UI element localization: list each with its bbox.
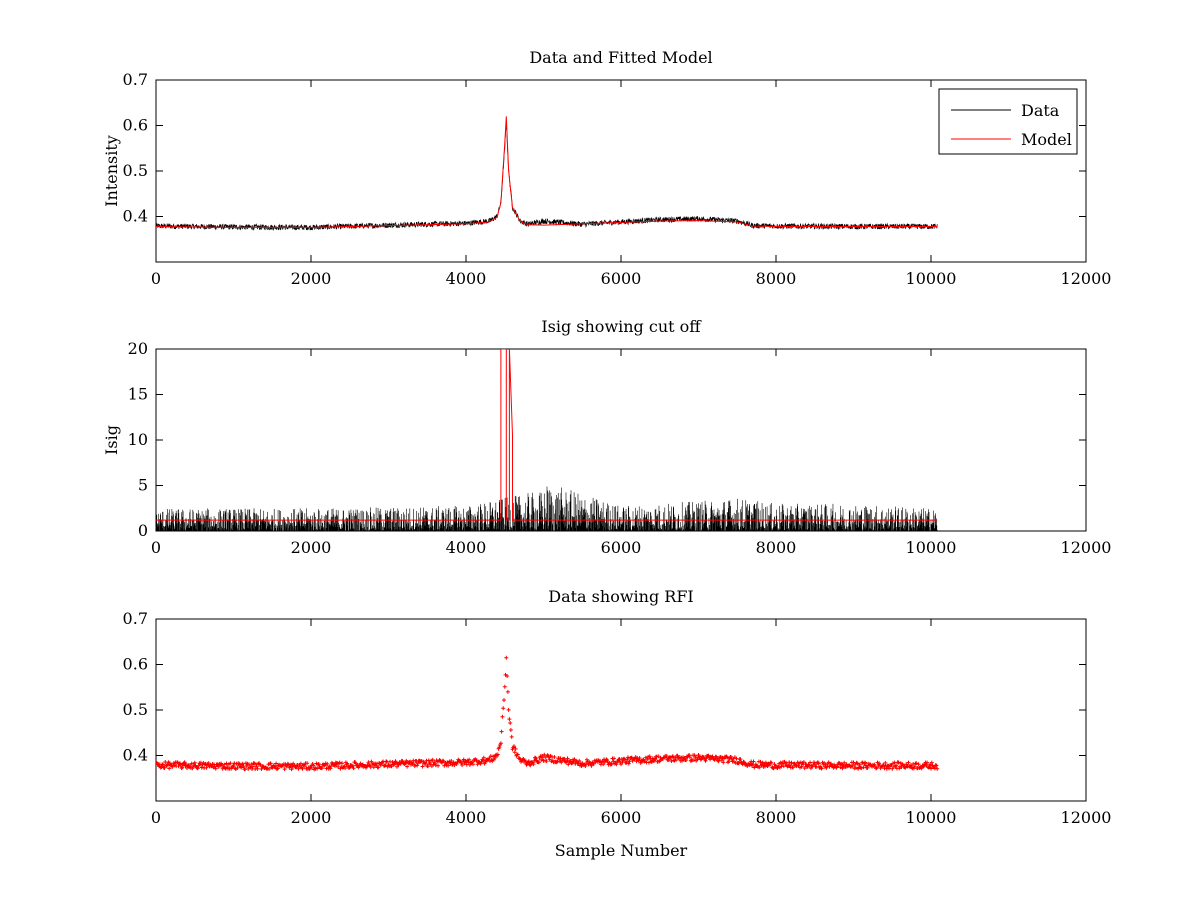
series-isig-spikes <box>156 486 938 531</box>
series-data-line <box>156 123 938 232</box>
series-model-line <box>156 116 938 228</box>
y-tick-label: 0.5 <box>123 700 148 719</box>
plot-area <box>156 116 938 232</box>
x-tick-label: 4000 <box>446 269 487 288</box>
chart-title: Data showing RFI <box>548 587 693 606</box>
x-tick-label: 10000 <box>906 538 957 557</box>
x-tick-label: 10000 <box>906 269 957 288</box>
x-tick-label: 0 <box>151 269 161 288</box>
y-tick-label: 0.6 <box>123 655 148 674</box>
plot-area <box>156 655 940 772</box>
series-rfi-points <box>156 655 940 772</box>
panel-2: 0 2000 4000 6000 8000 10000 12000 0 5 10 15 20 Isig … <box>102 317 1111 557</box>
legend: Data Model <box>938 88 1078 155</box>
y-tick-label: 0.4 <box>123 207 148 226</box>
legend-label-data: Data <box>1021 101 1060 120</box>
x-tick-label: 6000 <box>601 269 642 288</box>
x-tick-label: 4000 <box>446 808 487 827</box>
panel-1: 0 2000 4000 6000 8000 10000 12000 0.4 0.5 0.6 0.7 D… <box>102 48 1111 288</box>
y-tick-label: 0.5 <box>123 161 148 180</box>
y-axis-label: Intensity <box>102 135 121 207</box>
y-tick-label: 0.4 <box>123 746 148 765</box>
series-cutoff-line <box>156 349 938 521</box>
x-tick-label: 8000 <box>756 808 797 827</box>
y-tick-label: 0.6 <box>123 116 148 135</box>
x-tick-label: 2000 <box>291 538 332 557</box>
axes-box <box>155 618 1087 802</box>
y-tick-label: 0 <box>138 521 148 540</box>
axes-box <box>155 348 1087 532</box>
chart-title: Isig showing cut off <box>541 317 702 336</box>
x-tick-label: 0 <box>151 808 161 827</box>
x-tick-label: 2000 <box>291 808 332 827</box>
legend-label-model: Model <box>1021 130 1072 149</box>
x-tick-label: 10000 <box>906 808 957 827</box>
x-tick-label: 12000 <box>1061 808 1112 827</box>
x-tick-label: 6000 <box>601 808 642 827</box>
y-tick-label: 0.7 <box>123 70 148 89</box>
x-tick-label: 4000 <box>446 538 487 557</box>
y-tick-label: 20 <box>128 339 148 358</box>
x-axis-label: Sample Number <box>555 841 688 860</box>
y-tick-label: 15 <box>128 385 148 404</box>
x-tick-label: 2000 <box>291 269 332 288</box>
y-tick-label: 0.7 <box>123 609 148 628</box>
chart-title: Data and Fitted Model <box>529 48 712 67</box>
x-tick-label: 8000 <box>756 269 797 288</box>
y-tick-label: 5 <box>138 476 148 495</box>
y-tick-label: 10 <box>128 430 148 449</box>
x-tick-label: 8000 <box>756 538 797 557</box>
y-axis-label: Isig <box>102 425 121 455</box>
x-tick-label: 12000 <box>1061 269 1112 288</box>
x-tick-label: 0 <box>151 538 161 557</box>
panel-3: 0 2000 4000 6000 8000 10000 12000 0.4 0.5 0.6 0.7 D… <box>123 587 1112 860</box>
legend-box <box>938 88 1078 155</box>
plot-area <box>156 349 938 531</box>
x-tick-label: 6000 <box>601 538 642 557</box>
x-tick-label: 12000 <box>1061 538 1112 557</box>
